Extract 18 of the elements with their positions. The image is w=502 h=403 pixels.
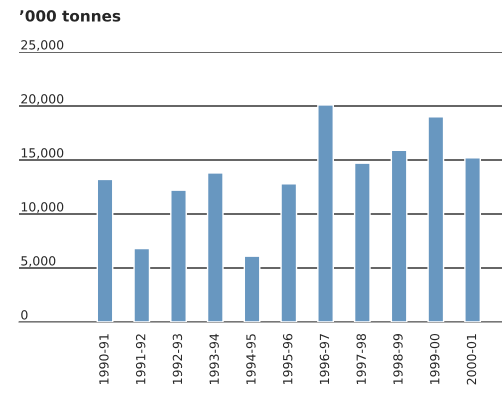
y-tick-label: 25,000: [21, 40, 64, 51]
x-tick-label: 1992-93: [172, 334, 182, 384]
x-tick-label: 1991-92: [136, 334, 146, 384]
x-tick-label: 1996-97: [320, 334, 330, 384]
y-tick-label: 5,000: [21, 256, 56, 267]
x-tick-label: 1998-99: [393, 334, 403, 384]
y-tick-label: 15,000: [22, 148, 64, 159]
y-tick-label: 10,000: [22, 202, 64, 213]
x-tick-label: 1995-96: [282, 334, 292, 384]
x-tick-label: 1997-98: [356, 334, 366, 384]
x-tick-label: 2000-01: [466, 334, 476, 384]
x-tick-label: 1993-94: [209, 334, 219, 384]
x-tick-label: 1994-95: [246, 334, 256, 384]
x-tick-label: 1999-00: [430, 334, 440, 384]
chart-title: ’000 tonnes: [20, 10, 120, 22]
y-tick-label: 20,000: [21, 94, 64, 105]
x-tick-label: 1990-91: [99, 334, 109, 384]
y-tick-label: 0: [21, 310, 28, 320]
